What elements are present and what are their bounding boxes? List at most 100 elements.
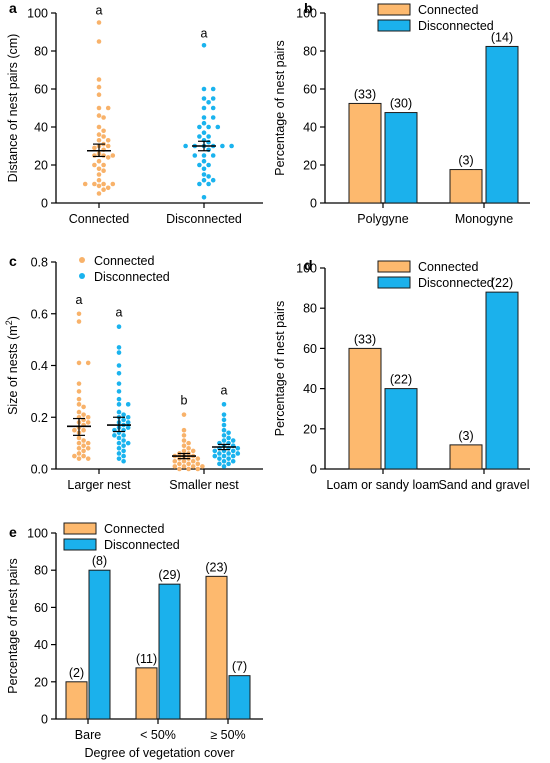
bar-disconnected--50- bbox=[228, 675, 251, 720]
data-point-disconnected bbox=[210, 86, 216, 92]
x-tick-label: Larger nest bbox=[67, 478, 131, 492]
legend-marker-c bbox=[79, 273, 85, 279]
data-point-disconnected bbox=[221, 422, 227, 428]
data-point-connected bbox=[76, 396, 82, 402]
data-point-disconnected bbox=[112, 433, 117, 438]
y-axis-title-superscript: 2 bbox=[4, 320, 14, 325]
data-point-disconnected bbox=[212, 453, 218, 459]
data-point-connected bbox=[76, 451, 82, 456]
data-point-connected bbox=[96, 177, 102, 183]
data-point-connected bbox=[105, 185, 111, 191]
data-point-connected bbox=[105, 143, 111, 149]
data-point-connected bbox=[105, 138, 111, 143]
y-axis-title-end: ) bbox=[6, 316, 20, 320]
bar-connected-loam-or-sandy-loam bbox=[348, 347, 382, 470]
data-point-connected bbox=[110, 181, 116, 187]
x-tick-label: Monogyne bbox=[455, 212, 513, 226]
data-point-connected bbox=[177, 466, 182, 472]
legend-label-e: Connected bbox=[104, 522, 165, 536]
y-tick-label: 20 bbox=[34, 159, 48, 173]
data-point-disconnected bbox=[217, 451, 222, 456]
data-point-disconnected bbox=[210, 115, 216, 120]
data-point-disconnected bbox=[116, 324, 122, 329]
significance-letter: a bbox=[76, 293, 83, 307]
data-point-disconnected bbox=[116, 345, 122, 350]
x-tick-label: < 50% bbox=[140, 728, 176, 742]
data-point-disconnected bbox=[201, 96, 207, 101]
data-point-disconnected bbox=[201, 177, 207, 183]
legend-swatch-d bbox=[377, 260, 411, 273]
y-axis-title-a: Distance of nest pairs (cm) bbox=[6, 34, 20, 183]
y-tick-label: 0.2 bbox=[31, 411, 48, 425]
data-point-connected bbox=[96, 20, 102, 25]
bar-disconnected-polygyne bbox=[384, 112, 418, 204]
data-point-connected bbox=[96, 113, 102, 118]
data-point-disconnected bbox=[229, 143, 234, 149]
data-point-connected bbox=[96, 39, 102, 44]
data-point-disconnected bbox=[116, 451, 122, 456]
data-point-disconnected bbox=[116, 381, 122, 386]
data-point-disconnected bbox=[210, 177, 216, 183]
x-tick-label: Loam or sandy loam bbox=[326, 478, 439, 492]
bar-count-label: (22) bbox=[491, 276, 513, 290]
data-point-connected bbox=[177, 461, 182, 467]
data-point-disconnected bbox=[206, 162, 211, 168]
data-point-disconnected bbox=[206, 174, 211, 179]
data-point-disconnected bbox=[221, 464, 227, 469]
data-point-connected bbox=[101, 115, 106, 120]
data-point-disconnected bbox=[201, 158, 207, 164]
y-tick-label: 20 bbox=[303, 422, 317, 436]
data-point-disconnected bbox=[116, 370, 122, 376]
data-point-connected bbox=[181, 448, 187, 454]
x-axis-title-e: Degree of vegetation cover bbox=[84, 746, 234, 760]
data-point-connected bbox=[101, 181, 106, 187]
data-point-connected bbox=[81, 438, 86, 443]
y-tick-label: 60 bbox=[303, 342, 317, 356]
bar-count-label: (2) bbox=[69, 666, 84, 680]
data-point-disconnected bbox=[201, 130, 207, 135]
bar-count-label: (23) bbox=[205, 560, 227, 574]
bar-connected--50- bbox=[135, 667, 158, 720]
data-point-connected bbox=[76, 409, 82, 415]
data-point-disconnected bbox=[125, 425, 131, 430]
data-point-disconnected bbox=[221, 453, 227, 459]
data-point-disconnected bbox=[210, 96, 216, 101]
data-point-connected bbox=[81, 404, 86, 410]
y-tick-label: 0.0 bbox=[31, 463, 48, 477]
y-axis-title-c: Size of nests (m2) bbox=[4, 316, 20, 415]
data-point-connected bbox=[186, 466, 191, 472]
data-point-disconnected bbox=[221, 427, 227, 433]
y-tick-label: 100 bbox=[296, 7, 317, 21]
data-point-connected bbox=[181, 443, 187, 449]
legend-label-d: Disconnected bbox=[418, 276, 494, 290]
data-point-disconnected bbox=[121, 433, 126, 438]
data-point-connected bbox=[96, 183, 102, 189]
data-point-disconnected bbox=[226, 435, 231, 441]
data-point-disconnected bbox=[235, 446, 241, 451]
data-point-disconnected bbox=[192, 153, 198, 158]
y-tick-label: 40 bbox=[34, 638, 48, 652]
data-point-disconnected bbox=[116, 440, 122, 446]
y-tick-label: 0 bbox=[310, 463, 317, 477]
data-point-connected bbox=[85, 440, 91, 446]
data-point-connected bbox=[82, 181, 88, 187]
panel-label-e: e bbox=[9, 524, 17, 540]
data-point-disconnected bbox=[221, 458, 227, 464]
y-tick-label: 60 bbox=[34, 83, 48, 97]
y-tick-label: 100 bbox=[27, 7, 48, 21]
data-point-disconnected bbox=[226, 461, 231, 467]
data-point-disconnected bbox=[125, 402, 131, 407]
bar-count-label: (29) bbox=[158, 568, 180, 582]
bar-count-label: (7) bbox=[232, 660, 247, 674]
data-point-disconnected bbox=[221, 412, 227, 417]
data-point-connected bbox=[195, 466, 201, 472]
bar-count-label: (3) bbox=[458, 154, 473, 168]
significance-letter: b bbox=[181, 394, 188, 408]
data-point-disconnected bbox=[121, 412, 126, 417]
data-point-connected bbox=[101, 168, 106, 173]
data-point-connected bbox=[92, 153, 97, 158]
legend-label-d: Connected bbox=[418, 260, 479, 274]
data-point-disconnected bbox=[125, 440, 131, 446]
data-point-disconnected bbox=[226, 456, 231, 461]
y-tick-label: 0 bbox=[41, 197, 48, 211]
